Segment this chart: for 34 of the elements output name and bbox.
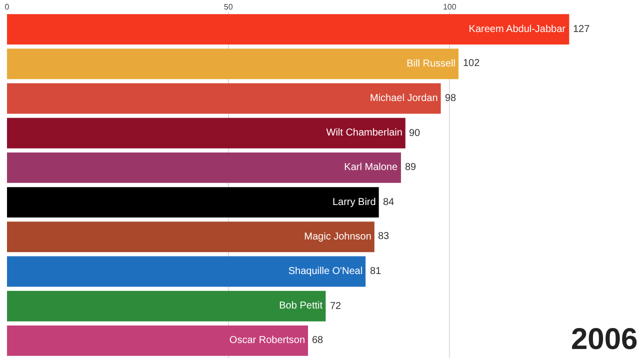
bar: [7, 256, 366, 287]
y-tick-label: Kareem Abdul-Jabbar: [468, 24, 566, 35]
data-label: 81: [370, 266, 382, 277]
bar: [7, 48, 459, 80]
data-label: 84: [383, 197, 395, 208]
x-tick-label: 100: [442, 2, 457, 12]
data-label: 89: [405, 162, 417, 173]
bar: [7, 187, 379, 218]
y-tick-label: Oscar Robertson: [229, 335, 306, 346]
y-tick-label: Bill Russell: [406, 58, 456, 70]
bar: [7, 290, 326, 322]
data-label: 83: [378, 231, 390, 242]
bar: [7, 325, 308, 356]
bar: [7, 222, 374, 252]
y-tick-label: Magic Johnson: [304, 231, 372, 242]
y-tick-label: Shaquille O'Neal: [288, 266, 363, 277]
data-label: 102: [463, 58, 480, 69]
bar: [7, 14, 570, 45]
x-tick-label: 50: [224, 2, 234, 12]
y-tick-label: Bob Pettit: [279, 300, 323, 312]
data-label: 68: [312, 335, 324, 346]
bar: [7, 152, 401, 183]
data-label: 98: [445, 93, 457, 104]
data-label: 90: [409, 128, 421, 139]
y-tick-label: Wilt Chamberlain: [326, 128, 402, 139]
data-label: 127: [573, 24, 590, 35]
data-label: 72: [330, 301, 342, 312]
bar: [7, 118, 406, 148]
y-tick-label: Michael Jordan: [370, 93, 438, 104]
x-tick-label: 0: [4, 2, 10, 12]
bar: [7, 83, 441, 114]
y-tick-label: Larry Bird: [332, 196, 376, 208]
annotation: 2006: [571, 323, 638, 356]
y-tick-label: Karl Malone: [344, 162, 398, 174]
